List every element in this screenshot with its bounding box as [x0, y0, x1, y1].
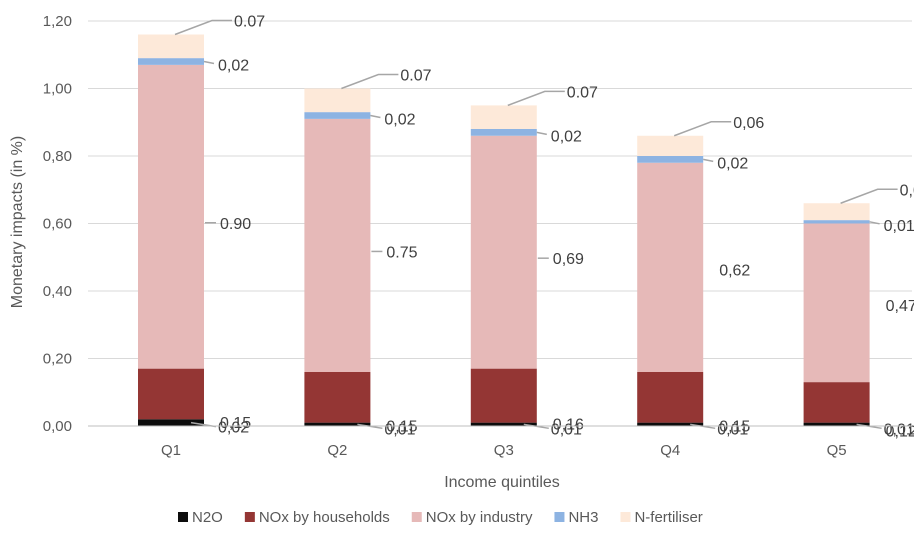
bar-segment — [304, 112, 371, 119]
bar-segment — [637, 422, 704, 426]
bar-segment — [304, 118, 371, 372]
y-tick-label: 0,40 — [43, 283, 72, 300]
data-labels: 0,020,150.900,020.070,010,150.750,020.07… — [174, 14, 914, 440]
leader-line — [174, 19, 232, 36]
bar-segment — [138, 58, 204, 65]
y-tick-label: 0,20 — [43, 351, 72, 368]
bar-segment — [637, 156, 704, 163]
data-label: 0.07 — [234, 14, 265, 31]
leader-line — [869, 221, 880, 225]
data-label: 0,02 — [218, 58, 249, 75]
bar-segment — [637, 372, 704, 423]
y-tick-label: 0,60 — [43, 216, 72, 233]
bar-segment — [138, 368, 204, 420]
bar-segment — [138, 64, 204, 369]
data-label: 0.07 — [567, 84, 598, 101]
bar-segment — [803, 422, 870, 426]
bar-segment — [637, 162, 704, 372]
legend-swatch — [178, 512, 188, 522]
bar-segment — [304, 372, 371, 423]
bar-segment — [470, 368, 537, 423]
data-label: 0,15 — [386, 418, 417, 435]
x-tick-label: Q1 — [161, 442, 181, 459]
data-label: 0.75 — [386, 244, 417, 261]
legend-label: NOx by households — [259, 509, 390, 526]
legend-label: NH3 — [568, 509, 598, 526]
leader-line — [507, 90, 565, 107]
legend-swatch — [620, 512, 631, 522]
data-label: 0.90 — [220, 216, 251, 233]
bar-segment — [470, 105, 537, 129]
bar-segment — [470, 422, 537, 426]
y-tick-label: 1,00 — [43, 81, 72, 98]
y-tick-label: 0,80 — [43, 148, 72, 165]
data-label: 0,02 — [551, 128, 582, 145]
bar-segment — [470, 135, 537, 369]
bar-segment — [470, 129, 537, 136]
x-tick-label: Q5 — [827, 442, 847, 459]
leader-line — [341, 73, 399, 90]
data-label: 0,62 — [719, 262, 750, 279]
x-tick-label: Q2 — [327, 442, 347, 459]
data-label: 0,02 — [717, 155, 748, 172]
x-tick-label: Q3 — [494, 442, 514, 459]
data-label: 0,01 — [884, 218, 914, 235]
bar-segment — [803, 203, 870, 221]
legend-label: N-fertiliser — [634, 509, 702, 526]
x-tick-label: Q4 — [660, 442, 680, 459]
y-tick-label: 1,20 — [43, 13, 72, 30]
data-label: 0,02 — [384, 112, 415, 129]
legend-label: N2O — [192, 509, 223, 526]
data-label: 0,02 — [218, 420, 249, 437]
legend-swatch — [244, 512, 255, 522]
leader-line — [370, 114, 381, 119]
leader-line — [673, 121, 732, 137]
bar-segment — [803, 382, 870, 423]
axes: 0,00 0,20 0,40 0,60 0,80 1,00 1,20 Q1 Q2 Q3 Q4 Q5 — [43, 13, 912, 459]
bar-segment — [304, 88, 371, 113]
legend-swatch — [411, 512, 422, 522]
bar-segment — [803, 223, 870, 383]
bars — [138, 34, 870, 426]
data-label: 0,05 — [900, 182, 914, 199]
leader-line — [703, 158, 714, 163]
bar-segment — [138, 419, 204, 426]
data-label: 0.07 — [400, 68, 431, 85]
legend-label: NOx by industry — [426, 509, 533, 526]
legend-swatch — [554, 512, 565, 522]
bar-segment — [304, 422, 371, 426]
data-label: 0,16 — [553, 417, 584, 434]
bar-segment — [803, 220, 870, 224]
y-axis-title: Monetary impacts (in %) — [9, 136, 26, 309]
data-label: 0,69 — [553, 251, 584, 268]
leader-line — [840, 188, 898, 204]
data-label: 0,15 — [220, 415, 251, 432]
data-label: 0,12 — [886, 423, 914, 440]
leader-line — [536, 131, 547, 136]
data-label: 0,47 — [886, 298, 914, 315]
data-label: 0,06 — [733, 115, 764, 132]
legend: N2O NOx by households NOx by industry NH3 N-… — [178, 509, 703, 526]
bar-segment — [138, 34, 204, 59]
leader-line — [203, 60, 215, 65]
bar-segment — [637, 135, 704, 156]
y-tick-label: 0,00 — [43, 418, 72, 435]
data-label: 0,15 — [719, 418, 750, 435]
x-axis-title: Income quintiles — [444, 474, 560, 491]
